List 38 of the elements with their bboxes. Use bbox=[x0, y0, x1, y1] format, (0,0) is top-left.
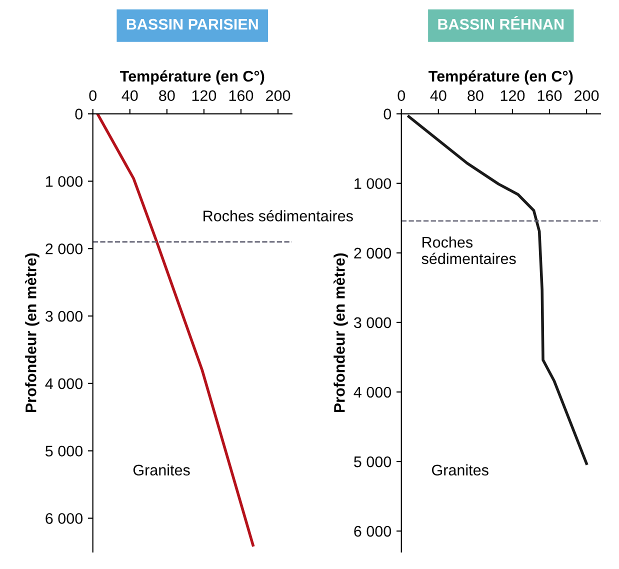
y-tick-label: 0 bbox=[75, 108, 83, 120]
x-tick-label: 120 bbox=[500, 90, 525, 102]
y-tick-label: 4 000 bbox=[354, 386, 392, 398]
annotation: Roches sédimentaires bbox=[422, 236, 516, 264]
y-axis-title: Profondeur (en mètre) bbox=[24, 253, 40, 412]
x-tick-label: 0 bbox=[398, 90, 406, 102]
x-tick-label: 200 bbox=[574, 90, 599, 102]
x-tick-label: 160 bbox=[538, 90, 562, 102]
y-tick-label: 2 000 bbox=[46, 243, 83, 254]
y-tick-label: 0 bbox=[384, 108, 392, 120]
x-tick-label: 160 bbox=[229, 90, 254, 102]
annotation: Granites bbox=[432, 464, 488, 476]
y-tick-label: 6 000 bbox=[354, 526, 392, 537]
x-tick-label: 40 bbox=[430, 90, 446, 102]
annotation: Roches sédimentaires bbox=[204, 210, 353, 222]
y-tick-label: 2 000 bbox=[354, 248, 392, 259]
y-tick-label: 5 000 bbox=[354, 456, 392, 468]
x-axis-title: Température (en C°) bbox=[428, 70, 573, 85]
x-tick-label: 80 bbox=[468, 90, 484, 102]
chart-title: BASSIN RÉHNAN bbox=[438, 16, 564, 30]
x-tick-label: 40 bbox=[122, 90, 138, 102]
x-tick-label: 0 bbox=[89, 90, 96, 102]
x-tick-label: 120 bbox=[192, 90, 216, 102]
line-series bbox=[96, 114, 254, 547]
x-tick-label: 200 bbox=[266, 90, 290, 102]
x-axis-title: Température (en C°) bbox=[120, 70, 264, 85]
chart-title: BASSIN PARISIEN bbox=[126, 18, 258, 30]
line-series bbox=[407, 115, 588, 465]
y-tick-label: 3 000 bbox=[354, 317, 392, 328]
y-axis-title: Profondeur (en mètre) bbox=[334, 253, 348, 412]
y-tick-label: 5 000 bbox=[46, 446, 83, 457]
y-tick-label: 3 000 bbox=[45, 310, 83, 322]
y-tick-label: 1 000 bbox=[354, 178, 392, 190]
y-tick-label: 4 000 bbox=[45, 378, 83, 390]
y-tick-label: 6 000 bbox=[46, 513, 83, 524]
x-tick-label: 80 bbox=[159, 90, 175, 102]
annotation: Granites bbox=[133, 464, 190, 476]
y-tick-label: 1 000 bbox=[46, 176, 83, 187]
